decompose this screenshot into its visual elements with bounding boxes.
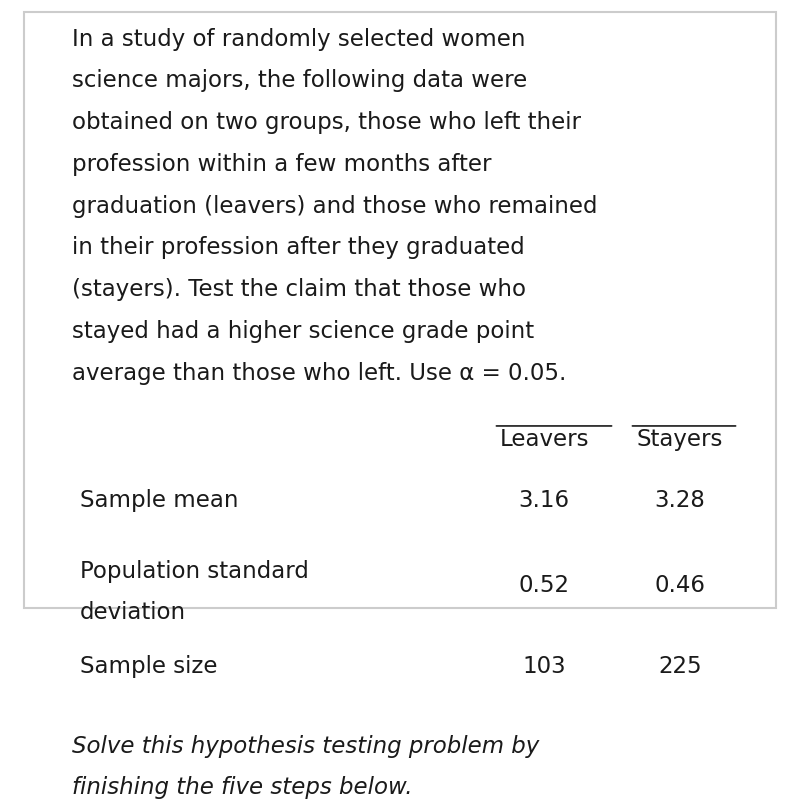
Text: obtained on two groups, those who left their: obtained on two groups, those who left t… (72, 111, 581, 134)
Text: 103: 103 (522, 655, 566, 678)
Text: Sample size: Sample size (80, 655, 218, 678)
Text: 0.46: 0.46 (654, 574, 706, 598)
Text: Solve this hypothesis testing problem by: Solve this hypothesis testing problem by (72, 734, 539, 758)
FancyBboxPatch shape (24, 12, 776, 608)
Text: Stayers: Stayers (637, 428, 723, 450)
Text: graduation (leavers) and those who remained: graduation (leavers) and those who remai… (72, 194, 598, 218)
Text: stayed had a higher science grade point: stayed had a higher science grade point (72, 320, 534, 342)
Text: 3.28: 3.28 (654, 489, 706, 512)
Text: in their profession after they graduated: in their profession after they graduated (72, 236, 525, 259)
Text: 225: 225 (658, 655, 702, 678)
Text: Population standard: Population standard (80, 560, 309, 582)
Text: average than those who left. Use α = 0.05.: average than those who left. Use α = 0.0… (72, 362, 566, 385)
Text: 3.16: 3.16 (518, 489, 570, 512)
Text: finishing the five steps below.: finishing the five steps below. (72, 777, 413, 799)
Text: 0.52: 0.52 (518, 574, 570, 598)
Text: Leavers: Leavers (499, 428, 589, 450)
Text: (stayers). Test the claim that those who: (stayers). Test the claim that those who (72, 278, 526, 301)
Text: In a study of randomly selected women: In a study of randomly selected women (72, 28, 526, 50)
Text: deviation: deviation (80, 602, 186, 625)
Text: profession within a few months after: profession within a few months after (72, 153, 491, 176)
Text: Sample mean: Sample mean (80, 489, 238, 512)
Text: science majors, the following data were: science majors, the following data were (72, 70, 527, 92)
